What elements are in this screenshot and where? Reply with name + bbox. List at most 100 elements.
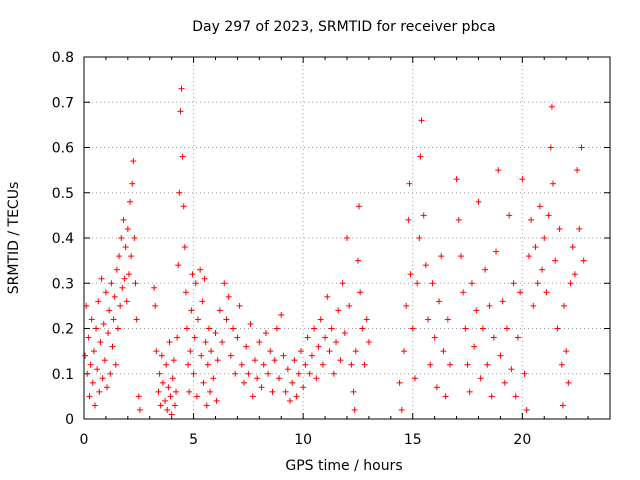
data-point	[159, 379, 166, 386]
data-point	[328, 325, 335, 332]
data-point	[477, 375, 484, 382]
data-point	[221, 280, 228, 287]
data-point	[436, 298, 443, 305]
data-point	[418, 117, 425, 124]
data-point	[552, 257, 559, 264]
x-tick-label: 20	[513, 432, 531, 448]
data-point	[258, 384, 265, 391]
data-point	[99, 375, 106, 382]
data-point	[119, 284, 126, 291]
data-point	[251, 357, 258, 364]
data-point	[556, 225, 563, 232]
data-point	[127, 198, 134, 205]
data-point	[225, 293, 232, 300]
data-point	[85, 334, 92, 341]
grid-lines	[84, 57, 610, 419]
data-point	[176, 189, 183, 196]
data-point	[133, 316, 140, 323]
data-point	[100, 320, 107, 327]
data-point	[417, 153, 424, 160]
data-point	[87, 361, 94, 368]
data-point	[517, 289, 524, 296]
data-point	[574, 167, 581, 174]
data-point	[501, 379, 508, 386]
data-point	[536, 203, 543, 210]
data-point	[214, 357, 221, 364]
y-tick-label: 0.3	[52, 276, 74, 292]
data-point	[155, 388, 162, 395]
data-point	[523, 406, 530, 413]
data-point	[295, 370, 302, 377]
data-point	[317, 316, 324, 323]
data-point	[205, 325, 212, 332]
data-point	[190, 370, 197, 377]
y-tick-label: 0.2	[52, 322, 74, 338]
data-point	[559, 402, 566, 409]
data-point	[84, 370, 91, 377]
data-point	[348, 361, 355, 368]
x-tick-label: 15	[404, 432, 422, 448]
data-point	[93, 325, 100, 332]
data-point	[91, 402, 98, 409]
data-point	[460, 289, 467, 296]
data-point	[297, 348, 304, 355]
data-point	[560, 302, 567, 309]
data-point	[184, 325, 191, 332]
y-tick-label: 0.4	[52, 231, 74, 247]
data-point	[346, 302, 353, 309]
data-point	[111, 293, 118, 300]
data-point	[361, 361, 368, 368]
data-point	[304, 334, 311, 341]
data-point	[152, 302, 159, 309]
data-point	[94, 366, 101, 373]
data-point	[473, 307, 480, 314]
data-point	[300, 384, 307, 391]
data-point	[539, 266, 546, 273]
data-point	[510, 280, 517, 287]
data-point	[335, 307, 342, 314]
data-point	[558, 361, 565, 368]
data-point	[89, 379, 96, 386]
data-point	[112, 361, 119, 368]
data-point	[105, 330, 112, 337]
data-point	[440, 348, 447, 355]
data-point	[267, 348, 274, 355]
data-point	[322, 334, 329, 341]
data-point	[166, 339, 173, 346]
data-point	[319, 361, 326, 368]
data-point	[521, 370, 528, 377]
data-point	[158, 352, 165, 359]
axis-ticks: 0 0.1 0.2 0.3 0.4 0.5 0.6 0.7 0.8 0 5 10 15 20	[52, 50, 610, 448]
data-point	[125, 271, 132, 278]
data-point	[83, 302, 90, 309]
data-point	[187, 348, 194, 355]
data-point	[265, 370, 272, 377]
data-point	[132, 280, 139, 287]
data-point	[541, 235, 548, 241]
data-point	[438, 253, 445, 260]
data-point	[357, 289, 364, 296]
data-point	[365, 339, 372, 346]
data-point	[168, 411, 175, 418]
data-point	[488, 393, 495, 400]
data-point	[407, 271, 414, 278]
data-point	[236, 302, 243, 309]
data-point	[173, 388, 180, 395]
data-points	[82, 85, 587, 418]
data-point	[324, 293, 331, 300]
data-point	[223, 316, 230, 323]
data-point	[282, 388, 289, 395]
data-point	[131, 235, 138, 241]
data-point	[227, 352, 234, 359]
data-point	[178, 85, 185, 92]
x-tick-label: 0	[80, 432, 89, 448]
data-point	[495, 167, 502, 174]
data-point	[182, 289, 189, 296]
data-point	[475, 198, 482, 205]
data-point	[210, 375, 217, 382]
data-point	[545, 212, 552, 219]
data-point	[565, 379, 572, 386]
data-point	[153, 348, 160, 355]
data-point	[525, 253, 532, 260]
data-point	[130, 158, 137, 165]
